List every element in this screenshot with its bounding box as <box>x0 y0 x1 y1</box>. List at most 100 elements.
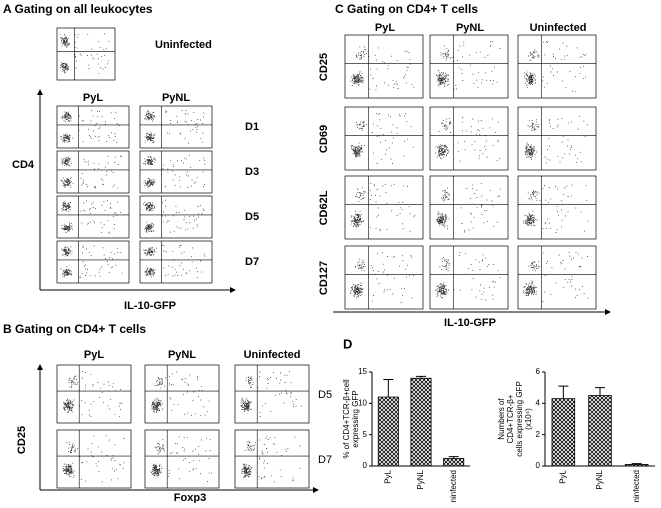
dot-plot <box>429 34 509 99</box>
panel-title: C Gating on CD4+ T cells <box>335 2 478 16</box>
dots <box>350 112 414 164</box>
y-tick-label: 2 <box>536 430 541 439</box>
bar <box>551 398 576 467</box>
dots <box>60 155 122 189</box>
bar <box>410 377 432 467</box>
dot-plot <box>139 105 213 149</box>
error-bar <box>383 379 394 398</box>
dot-plot <box>344 175 424 240</box>
y-tick-label: 0 <box>536 461 541 470</box>
plot-frame <box>429 34 509 99</box>
dot-plot <box>56 27 116 81</box>
dots <box>524 115 588 164</box>
axis-label: Foxp3 <box>174 492 206 503</box>
panel-title: B Gating on CD4+ T cells <box>3 322 146 336</box>
plot-frame <box>344 34 424 99</box>
x-tick-label: PyNL <box>595 469 604 489</box>
y-tick-label: 10 <box>358 398 367 407</box>
dots <box>143 154 206 188</box>
row-label: CD69 <box>318 125 330 153</box>
column-label: PyNL <box>162 92 190 104</box>
dot-plot <box>344 34 424 99</box>
bar <box>588 395 612 467</box>
x-tick-label: PyNL <box>416 469 425 489</box>
dots <box>240 371 302 417</box>
dot-plot <box>144 364 220 424</box>
plot-frame <box>56 150 130 194</box>
axis-label: CD4 <box>12 159 35 171</box>
y-tick-label: 15 <box>358 367 367 376</box>
dots <box>434 252 501 301</box>
axis-label: CD25 <box>16 426 28 454</box>
error-bar <box>416 375 426 379</box>
dots <box>60 245 123 279</box>
bar <box>443 458 465 467</box>
panel-title: A Gating on all leukocytes <box>3 2 153 16</box>
dot-plot <box>429 175 509 240</box>
y-axis-label: CD4+TCR-β+ <box>506 394 515 443</box>
row-label: D5 <box>318 389 332 401</box>
dot-plot <box>56 240 130 284</box>
bar <box>377 396 399 467</box>
dot-plot <box>139 195 213 239</box>
x-tick-label: Uninfected <box>632 470 641 503</box>
y-axis-label: Numbers of <box>497 398 506 440</box>
bar <box>624 464 649 467</box>
plot-frame <box>234 429 310 489</box>
dots <box>59 33 110 74</box>
dots <box>60 109 120 143</box>
y-axis-label: % of CD4+TCR-β+cell <box>342 379 351 459</box>
row-label: D5 <box>245 211 259 223</box>
label: Uninfected <box>155 39 212 51</box>
column-label: Uninfected <box>244 349 301 361</box>
dot-plot <box>517 245 597 310</box>
row-label: CD62L <box>318 190 330 225</box>
dot-plot <box>517 175 597 240</box>
dot-plot <box>344 245 424 310</box>
row-label: D7 <box>318 454 332 466</box>
y-axis-label: expressing GFP <box>351 390 360 447</box>
plot-frame <box>517 34 597 99</box>
dot-plot <box>344 106 424 171</box>
column-label: PyL <box>84 349 104 361</box>
column-label: PyNL <box>456 22 484 34</box>
dot-plot <box>139 240 213 284</box>
dots <box>436 182 501 233</box>
axis-label: IL-10-GFP <box>124 300 176 312</box>
plot-frame <box>56 27 116 81</box>
plot-frame <box>144 364 220 424</box>
plot-frame <box>429 175 509 240</box>
dot-plot <box>144 429 220 489</box>
dot-plot <box>56 150 130 194</box>
axis-label: IL-10-GFP <box>444 317 496 329</box>
y-tick-label: 0 <box>363 461 368 470</box>
dots <box>350 183 416 232</box>
dots <box>523 184 589 233</box>
dot-plot <box>234 429 310 489</box>
y-tick-label: 4 <box>536 398 541 407</box>
row-label: D3 <box>245 166 259 178</box>
dots <box>523 251 589 302</box>
dots <box>63 371 123 418</box>
dots <box>350 252 415 303</box>
dots <box>143 199 205 233</box>
dot-plot <box>56 195 130 239</box>
error-bar <box>595 387 605 396</box>
dots <box>143 244 206 278</box>
plot-frame <box>56 105 130 149</box>
column-label: PyL <box>83 92 103 104</box>
dots <box>350 46 415 91</box>
row-label: D7 <box>245 256 259 268</box>
dots <box>241 435 301 483</box>
y-axis-label: (x10⁴) <box>524 408 533 430</box>
plot-frame <box>139 150 213 194</box>
plot-frame <box>139 240 213 284</box>
dot-plot <box>429 245 509 310</box>
dots <box>144 109 205 144</box>
dot-plot <box>139 150 213 194</box>
plot-frame <box>517 106 597 171</box>
plot-frame <box>234 364 310 424</box>
error-bar <box>448 456 459 459</box>
plot-frame <box>429 245 509 310</box>
